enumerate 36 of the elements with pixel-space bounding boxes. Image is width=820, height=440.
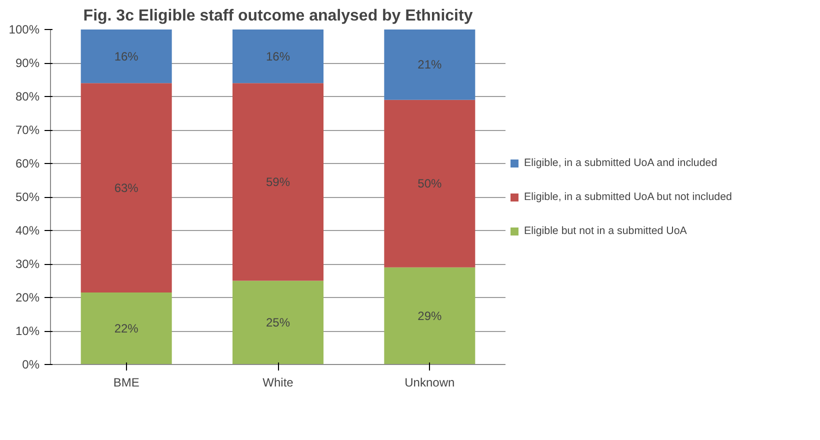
- x-tick-label: White: [262, 376, 294, 390]
- data-label: 29%: [418, 308, 442, 323]
- data-label: 25%: [266, 316, 290, 330]
- bar: [384, 100, 476, 268]
- data-label: 16%: [266, 49, 290, 64]
- y-tick-label: 40%: [15, 224, 40, 238]
- bar: [232, 83, 324, 281]
- data-label: 50%: [418, 176, 442, 191]
- bar: [384, 267, 476, 364]
- bar: [384, 30, 476, 100]
- data-label: 21%: [418, 58, 442, 72]
- legend-label: Eligible, in a submitted UoA but not included: [524, 190, 732, 202]
- chart-title: Fig. 3c Eligible staff outcome analysed by Ethnicity: [83, 8, 473, 24]
- legend-label: Eligible, in a submitted UoA and included: [524, 156, 718, 168]
- data-label: 16%: [114, 49, 139, 64]
- y-tick-label: 90%: [15, 56, 40, 70]
- y-tick-label: 30%: [15, 257, 40, 271]
- y-tick-label: 60%: [15, 156, 40, 170]
- y-tick-label: 0%: [22, 358, 40, 372]
- legend-label: Eligible but not in a submitted UoA: [524, 224, 687, 236]
- bar: [80, 83, 172, 292]
- data-label: 59%: [266, 174, 290, 189]
- data-label: 22%: [114, 321, 139, 336]
- x-tick-label: Unknown: [404, 376, 455, 390]
- y-tick-label: 100%: [8, 22, 40, 36]
- y-tick-label: 10%: [15, 324, 40, 338]
- bar: [232, 280, 324, 364]
- bar: [80, 292, 172, 364]
- bar: [80, 30, 172, 84]
- y-tick-label: 20%: [15, 290, 40, 304]
- y-tick-label: 70%: [15, 123, 40, 137]
- bar: [232, 30, 324, 84]
- data-label: 63%: [114, 180, 139, 195]
- y-tick-label: 50%: [15, 190, 40, 204]
- y-tick-label: 80%: [15, 90, 40, 104]
- x-tick-label: BME: [113, 376, 140, 390]
